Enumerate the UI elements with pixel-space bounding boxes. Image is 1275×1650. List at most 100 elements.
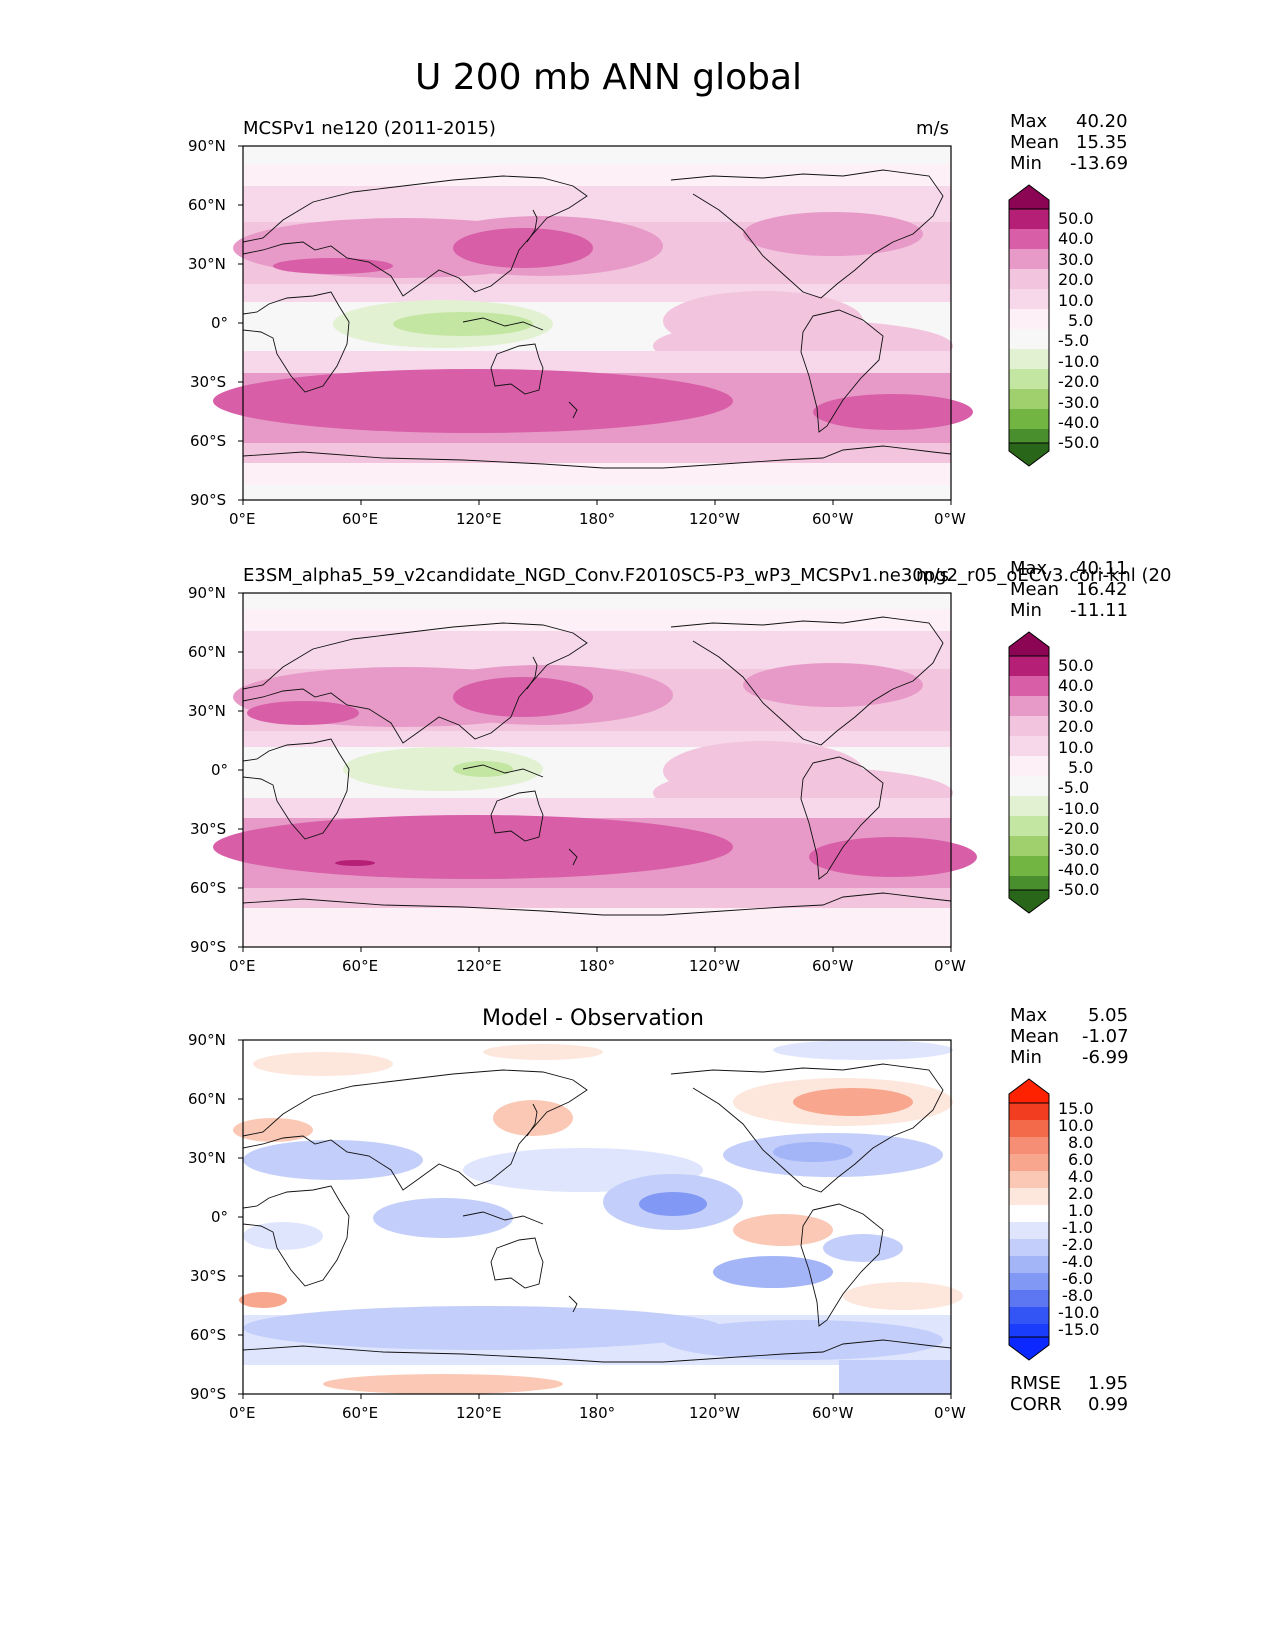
band-subtropic-south	[243, 798, 951, 818]
cbar-label: 40.0	[1058, 229, 1094, 249]
p1-xlabel-0e: 0°E	[229, 510, 256, 528]
cbar-label: -10.0	[1058, 1303, 1100, 1322]
p2-xlabel-180: 180°	[579, 957, 616, 975]
coast-australia	[490, 790, 544, 842]
cbar-label: -10.0	[1058, 798, 1100, 818]
p1-ylabel-90s: 90°S	[190, 491, 227, 509]
p3-xlabel-0w: 0°W	[934, 1404, 966, 1422]
cbar-cell	[1009, 1154, 1049, 1171]
cbar-cell	[1009, 736, 1049, 756]
panel3-center-title: Model - Observation	[482, 1006, 704, 1031]
panel2-map	[213, 592, 977, 952]
jet-south-atlantic	[809, 837, 977, 877]
p1-xlabel-120w: 120°W	[689, 510, 740, 528]
cbar-label: 40.0	[1058, 676, 1094, 696]
cbar-cell	[1009, 1137, 1049, 1154]
p1-xlabel-0w: 0°W	[934, 510, 966, 528]
cbar-cell	[1009, 656, 1049, 676]
cbar-label: 1.0	[1068, 1201, 1094, 1220]
figure-title: U 200 mb ANN global	[415, 57, 803, 98]
diff-neg-south-2	[713, 1256, 833, 1288]
cbar-cell	[1009, 229, 1049, 249]
p2-xlabel-60e: 60°E	[342, 957, 379, 975]
p3-colorbar-labels: 15.0 10.0 8.0 6.0 4.0 2.0 1.0 -1.0 -2.0 …	[1058, 1100, 1099, 1338]
panel3-y-ticks	[238, 1039, 243, 1395]
coast-indonesia	[462, 1211, 544, 1225]
coast-newzealand	[568, 848, 578, 866]
diff-neg-antarctic-east	[839, 1360, 951, 1394]
cbar-label: -40.0	[1058, 413, 1100, 433]
coast-eurasia	[242, 175, 588, 297]
cbar-cell	[1009, 1205, 1049, 1222]
p3-corr-label: CORR	[1010, 1394, 1062, 1415]
cbar-label: 2.0	[1068, 1184, 1094, 1203]
cbar-cell	[1009, 1171, 1049, 1188]
cbar-label: 5.0	[1068, 758, 1094, 778]
coast-south-america	[800, 756, 884, 880]
p2-ylabel-90n: 90°N	[188, 584, 226, 602]
p3-stat-max-label: Max	[1010, 1005, 1048, 1026]
diff-neg-indonesia	[373, 1198, 513, 1238]
coast-newzealand	[568, 1295, 578, 1313]
p3-stat-mean-value: -1.07	[1082, 1026, 1129, 1047]
cbar-cell	[1009, 1324, 1049, 1337]
coast-north-america	[670, 616, 944, 746]
east-pacific-tongue-2	[663, 741, 863, 801]
cbar-cell	[1009, 429, 1049, 443]
p1-stat-mean-label: Mean	[1010, 132, 1060, 153]
jet-north-max	[453, 228, 593, 268]
east-pacific-tongue-2	[663, 291, 863, 351]
coast-japan	[526, 656, 538, 690]
cbar-label: -5.0	[1058, 331, 1090, 351]
p1-ylabel-0: 0°	[211, 314, 229, 332]
cbar-cell	[1009, 1273, 1049, 1290]
cbar-cell	[1009, 876, 1049, 890]
p2-ylabel-60s: 60°S	[190, 879, 227, 897]
p3-ylabel-0: 0°	[211, 1208, 229, 1226]
diff-pos-south-a	[239, 1292, 287, 1308]
p2-stat-max-label: Max	[1010, 558, 1048, 579]
p2-ylabel-30n: 30°N	[188, 702, 226, 720]
p1-stat-max-value: 40.20	[1076, 111, 1128, 132]
cbar-cell	[1009, 796, 1049, 816]
p2-ylabel-30s: 30°S	[190, 820, 227, 838]
cbar-cell	[1009, 776, 1049, 796]
cbar-cell	[1009, 389, 1049, 409]
cbar-label: -1.0	[1062, 1218, 1094, 1237]
jet-south-atlantic	[813, 394, 973, 430]
diff-pos-arctic-2	[483, 1044, 603, 1060]
p1-xlabel-60e: 60°E	[342, 510, 379, 528]
band-polar-north	[243, 164, 951, 186]
cbar-label: 20.0	[1058, 717, 1094, 737]
cbar-cell	[1009, 696, 1049, 716]
jet-north-atlantic	[743, 663, 923, 707]
cbar-label: -30.0	[1058, 392, 1100, 412]
p1-xlabel-180: 180°	[579, 510, 616, 528]
coast-japan	[526, 209, 538, 243]
p1-colorbar-labels: 50.0 40.0 30.0 20.0 10.0 5.0 -5.0 -10.0 …	[1058, 209, 1099, 454]
band-subtropic-north	[243, 731, 951, 747]
p1-stat-min-value: -13.69	[1070, 153, 1129, 174]
coast-antarctica	[242, 1339, 952, 1363]
p1-ylabel-30s: 30°S	[190, 373, 227, 391]
cbar-cell	[1009, 249, 1049, 269]
p3-stat-max-value: 5.05	[1088, 1005, 1129, 1026]
cbar-label: -8.0	[1062, 1286, 1094, 1305]
p3-stat-mean-label: Mean	[1010, 1026, 1060, 1047]
diff-neg-north-jet	[243, 1140, 423, 1180]
panel3-coastlines	[242, 1063, 952, 1363]
p1-ylabel-90n: 90°N	[188, 137, 226, 155]
p2-stat-mean-label: Mean	[1010, 579, 1060, 600]
coast-south-america	[800, 309, 884, 433]
diff-pos-eq-pacific	[733, 1214, 833, 1246]
coast-japan	[526, 1103, 538, 1137]
p1-stat-mean-value: 15.35	[1076, 132, 1128, 153]
coast-north-america	[670, 1063, 944, 1193]
cbar-label: -15.0	[1058, 1320, 1100, 1339]
panel3-x-ticks	[242, 1394, 952, 1399]
jet-north-africa	[273, 258, 393, 274]
panel2-coastlines	[242, 616, 952, 916]
p3-xlabel-180: 180°	[579, 1404, 616, 1422]
p3-xlabel-120w: 120°W	[689, 1404, 740, 1422]
cbar-tri-bottom	[1008, 889, 1050, 914]
